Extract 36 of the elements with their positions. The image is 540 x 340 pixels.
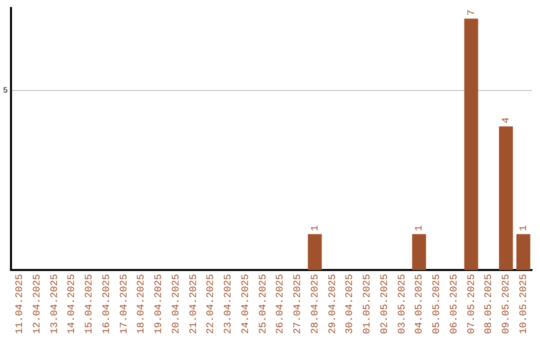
- x-tick-label: 01.05.2025: [362, 274, 374, 334]
- x-tick-label: 19.04.2025: [154, 274, 166, 334]
- data-label: 1: [414, 225, 426, 232]
- x-tick-label: 18.04.2025: [136, 274, 148, 334]
- x-tick-label: 16.04.2025: [102, 274, 113, 334]
- data-label: 7: [466, 10, 478, 16]
- x-tick-label: 20.04.2025: [171, 274, 182, 334]
- x-tick-label: 15.04.2025: [84, 274, 96, 334]
- x-tick-label: 05.05.2025: [432, 274, 444, 334]
- x-tick-label: 14.04.2025: [67, 274, 78, 334]
- data-label: 4: [502, 117, 513, 124]
- x-tick-label: 22.04.2025: [206, 274, 218, 334]
- x-tick-label: 29.04.2025: [328, 274, 339, 334]
- x-tick-label: 13.04.2025: [50, 274, 61, 334]
- x-tick-label: 09.05.2025: [502, 274, 513, 334]
- y-tick-label: 5: [2, 86, 8, 96]
- x-tick-label: 23.04.2025: [224, 274, 235, 334]
- x-tick-label: 28.04.2025: [310, 274, 322, 334]
- x-tick-label: 03.05.2025: [397, 274, 408, 334]
- x-tick-label: 27.04.2025: [293, 274, 304, 334]
- x-tick-label: 06.05.2025: [449, 274, 460, 334]
- x-tick-label: 10.05.2025: [518, 274, 530, 334]
- x-tick-label: 02.05.2025: [380, 274, 391, 334]
- data-label: 1: [310, 225, 322, 232]
- x-tick-label: 25.04.2025: [258, 274, 270, 334]
- x-tick-label: 07.05.2025: [466, 274, 478, 334]
- x-tick-label: 26.04.2025: [276, 274, 287, 334]
- data-label: 1: [518, 225, 530, 232]
- x-tick-label: 21.04.2025: [188, 274, 200, 334]
- x-tick-label: 17.04.2025: [119, 274, 130, 334]
- x-tick-label: 30.04.2025: [345, 274, 356, 334]
- x-tick-label: 24.04.2025: [240, 274, 252, 334]
- x-tick-label: 12.04.2025: [32, 274, 44, 334]
- x-tick-label: 11.04.2025: [15, 274, 26, 334]
- x-tick-label: 08.05.2025: [484, 274, 496, 334]
- x-tick-label: 04.05.2025: [414, 274, 426, 334]
